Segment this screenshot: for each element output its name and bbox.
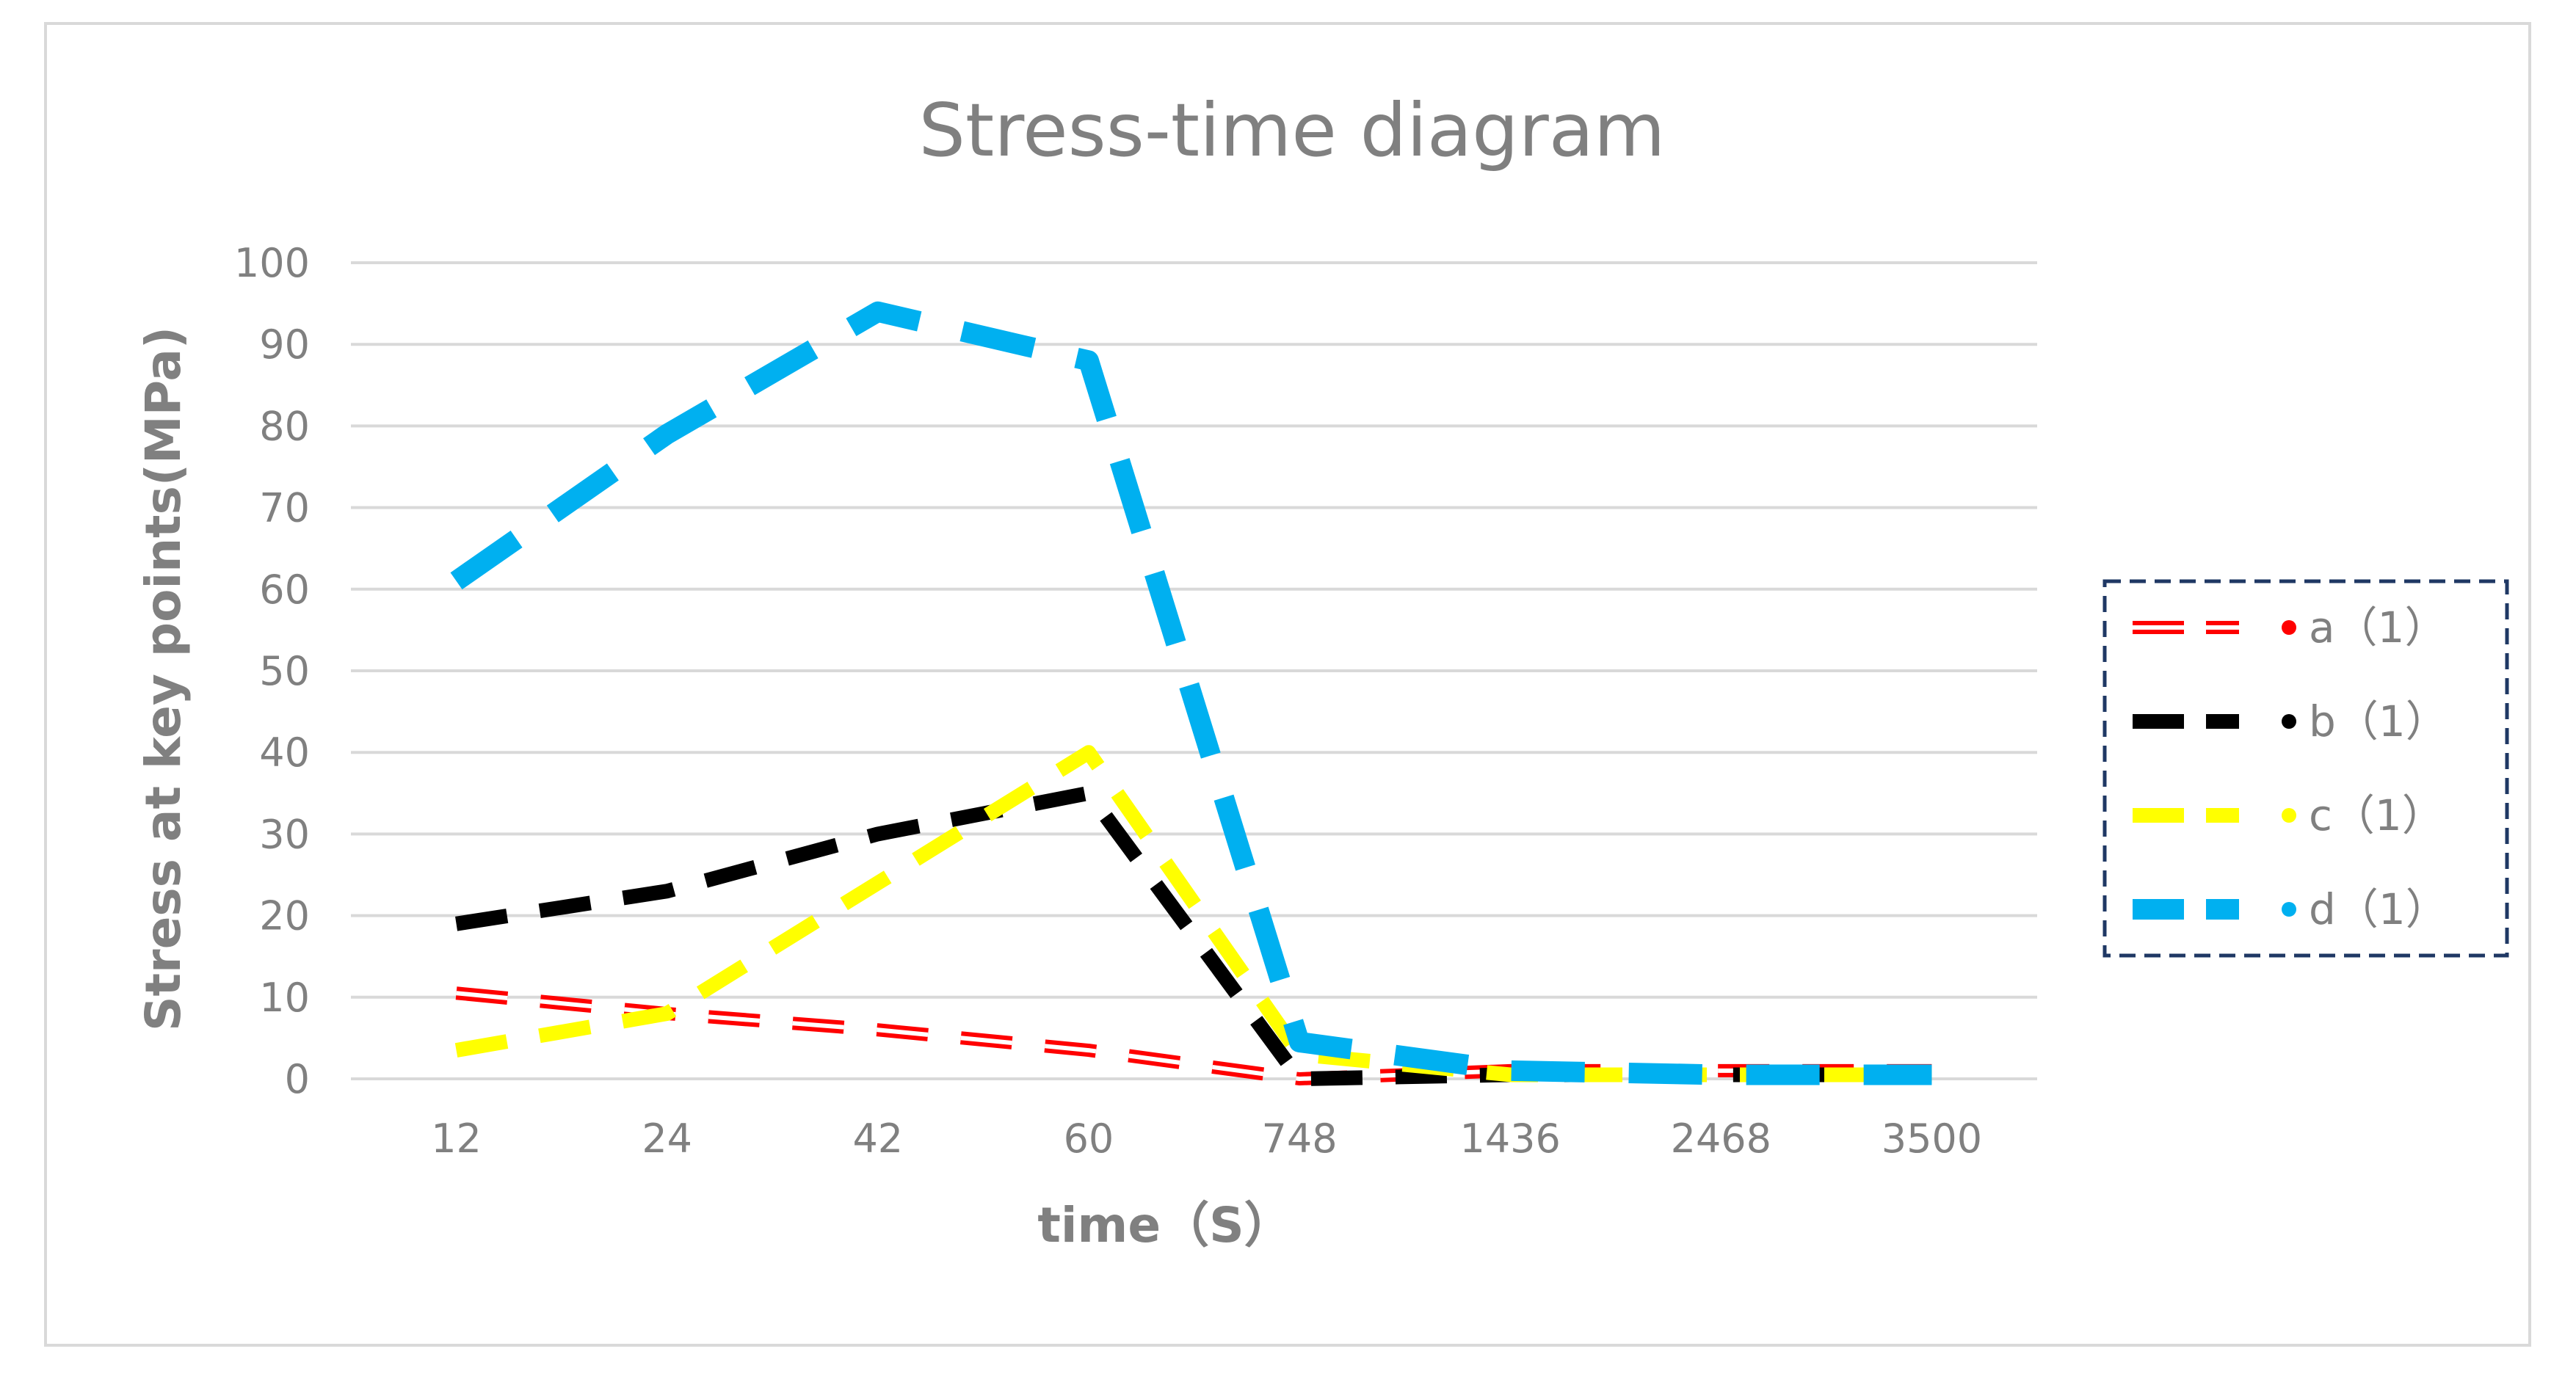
legend-label: c（1）: [2309, 790, 2445, 840]
series-line-0-inner: [456, 991, 1932, 1081]
y-tick-label: 60: [259, 567, 310, 613]
gridlines: [351, 261, 2037, 1080]
legend-label: a（1）: [2309, 603, 2447, 652]
y-axis-label: Stress at key points(MPa): [135, 327, 192, 1031]
y-tick-label: 50: [259, 648, 310, 694]
series-2-group: [454, 745, 1932, 1083]
chart-frame: [44, 22, 2531, 1347]
series-line-2: [454, 745, 1932, 1083]
y-axis-ticks: 0 10 20 30 40 50 60 70 80 90 100: [234, 240, 310, 1102]
y-tick-label: 20: [259, 893, 310, 939]
legend-item: a（1）: [2133, 603, 2447, 652]
y-tick-label: 0: [285, 1056, 310, 1102]
chart-title: Stress-time diagram: [919, 87, 1666, 173]
x-tick-label: 748: [1262, 1116, 1338, 1162]
series-line-3: [450, 301, 1932, 1085]
legend-border: [2102, 579, 2509, 958]
legend-dot: [2282, 620, 2296, 635]
series-line-1: [455, 785, 1932, 1086]
y-tick-label: 90: [259, 321, 310, 368]
legend-label: b（1）: [2309, 696, 2448, 746]
series-0-group: [455, 986, 1932, 1085]
legend-label: d（1）: [2309, 884, 2448, 934]
y-tick-label: 80: [259, 403, 310, 449]
y-tick-label: 100: [234, 240, 310, 286]
y-tick-label: 10: [259, 975, 310, 1021]
series-line-0: [455, 986, 1932, 1085]
legend-dot: [2282, 808, 2296, 823]
x-tick-label: 2468: [1671, 1116, 1771, 1162]
series-1-group: [455, 785, 1932, 1086]
legend-item: d（1）: [2133, 884, 2448, 934]
x-tick-label: 12: [431, 1116, 482, 1162]
x-tick-label: 3500: [1882, 1116, 1982, 1162]
legend: a（1） b（1） c（1） d（1）: [2102, 579, 2509, 958]
y-tick-label: 70: [259, 485, 310, 531]
legend-item: c（1）: [2133, 790, 2445, 840]
x-tick-label: 42: [852, 1116, 903, 1162]
y-tick-label: 30: [259, 811, 310, 857]
legend-dot: [2282, 902, 2296, 917]
legend-dot: [2282, 714, 2296, 729]
series-lines: [450, 301, 1932, 1086]
x-axis-label: time（S）: [1037, 1197, 1292, 1254]
x-tick-label: 24: [642, 1116, 692, 1162]
y-tick-label: 40: [259, 729, 310, 776]
x-tick-label: 60: [1064, 1116, 1114, 1162]
x-axis-ticks: 12 24 42 60 748 1436 2468 3500: [431, 1116, 1982, 1162]
series-3-group: [450, 301, 1932, 1085]
legend-item: b（1）: [2133, 696, 2448, 746]
x-tick-label: 1436: [1459, 1116, 1560, 1162]
